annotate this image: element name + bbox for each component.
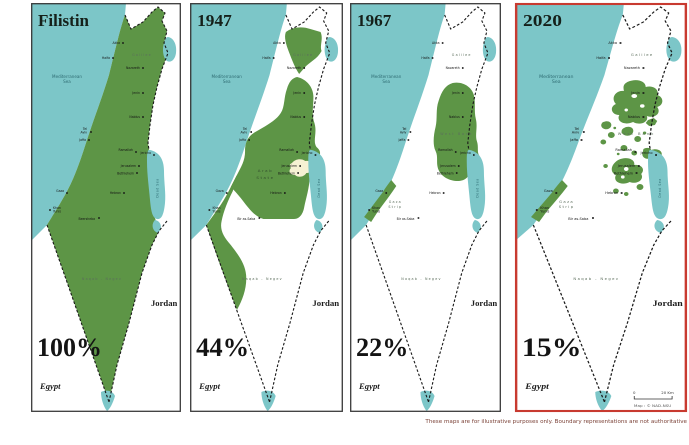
panel-frame: [31, 3, 181, 412]
palestine-full-land-shape: [47, 7, 168, 402]
scale-bar: 0 20 Km Map : © NAD-NSU: [633, 391, 674, 408]
arab-state-central-shape: [230, 77, 321, 219]
disclaimer-text: These maps are for illustrative purposes…: [424, 419, 687, 425]
fragment-holes: [620, 94, 645, 179]
panel-filistin: Beersheba Filistin 100%: [31, 3, 181, 412]
panel-frame-highlighted: [514, 2, 688, 413]
percent-label: 44%: [196, 333, 249, 362]
city-label-beersheba: Bir as-Saba: [568, 217, 588, 221]
panel-title: 1967: [357, 11, 392, 30]
panel-frame: [350, 3, 501, 412]
city-label-beersheba: Bir as-Saba: [237, 217, 255, 221]
arab-state-coastal-negev-shape: [206, 175, 247, 310]
panel-1947: Arab State Bir as-Saba 1947 44%: [190, 3, 343, 412]
panel-2020: Bir as-Saba 0 20 Km Map : © NAD-NSU 2020…: [514, 2, 688, 413]
scale-zero-label: 0: [633, 391, 636, 395]
arab-state-galilee-shape: [285, 27, 322, 74]
percent-label: 100%: [37, 333, 102, 362]
arab-state-label-1: Arab: [258, 168, 273, 173]
panel-title: 1947: [197, 11, 232, 30]
city-label-beersheba: Bir as-Saba: [397, 217, 415, 221]
scale-max-label: 20 Km: [661, 391, 674, 395]
panel-title: Filistin: [38, 11, 90, 30]
panel-frame: [190, 3, 343, 412]
city-label-beersheba: Beersheba: [78, 217, 95, 221]
panel-title: 2020: [523, 11, 562, 30]
scale-bar-line: [633, 396, 673, 400]
percent-label: 15%: [522, 334, 582, 363]
arab-state-label-2: State: [256, 175, 274, 180]
map-credit: Map : © NAD-NSU: [634, 403, 672, 408]
percent-label: 22%: [356, 333, 408, 362]
panel-1967: Bir as-Saba 1967 22%: [350, 3, 501, 412]
